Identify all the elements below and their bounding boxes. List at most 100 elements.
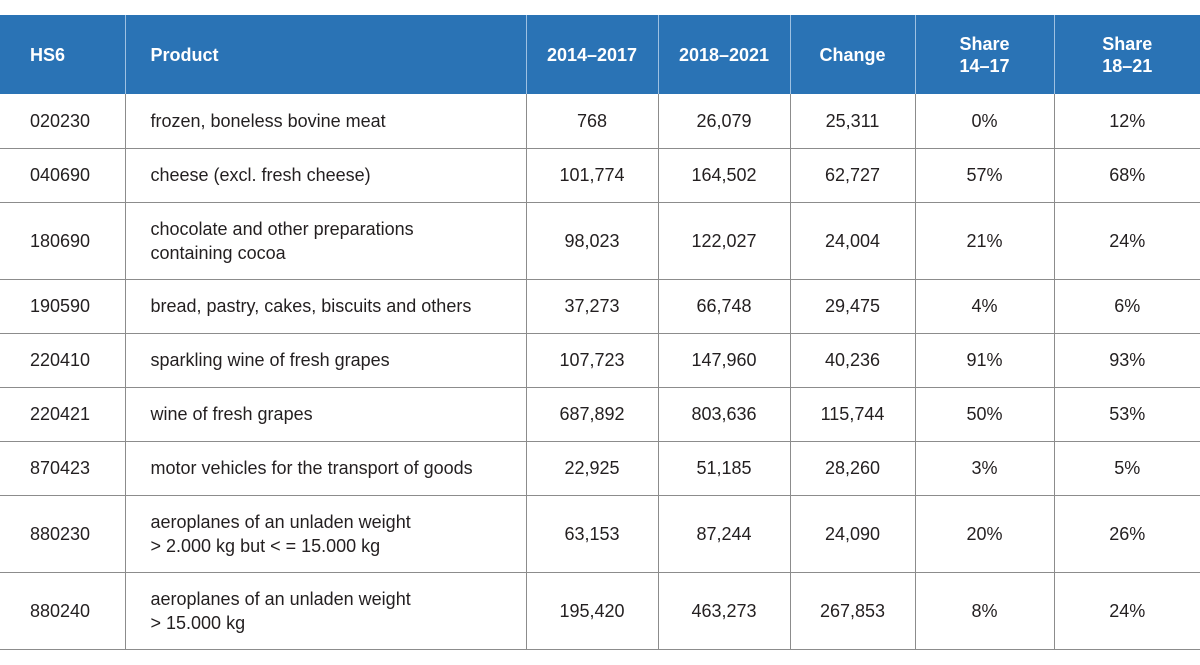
cell-product: chocolate and other preparations containi…: [124, 202, 526, 280]
cell-period-2018-2021: 164,502: [657, 148, 790, 203]
cell-product: frozen, boneless bovine meat: [124, 94, 526, 149]
cell-product: wine of fresh grapes: [124, 387, 526, 442]
trade-table: HS6 Product 2014–2017 2018–2021 Change S…: [0, 15, 1200, 650]
cell-period-2018-2021: 122,027: [657, 202, 790, 280]
header-hs6: HS6: [0, 15, 125, 94]
header-share-18-21-line1: Share: [1102, 33, 1153, 54]
header-share-14-17-line1: Share: [959, 33, 1010, 54]
product-line: motor vehicles for the transport of good…: [150, 458, 473, 478]
cell-share-14-17: 8%: [914, 572, 1054, 650]
table-row: 870423 motor vehicles for the transport …: [0, 441, 1200, 496]
header-period-2014-2017: 2014–2017: [525, 15, 658, 94]
product-line: sparkling wine of fresh grapes: [150, 350, 390, 370]
cell-share-14-17: 0%: [914, 94, 1054, 149]
cell-product: motor vehicles for the transport of good…: [124, 441, 526, 496]
cell-share-18-21: 24%: [1053, 202, 1200, 280]
table-row: 220421 wine of fresh grapes 687,892 803,…: [0, 387, 1200, 442]
header-row: HS6 Product 2014–2017 2018–2021 Change S…: [0, 15, 1200, 94]
product-line: bread, pastry, cakes, biscuits and other…: [150, 296, 472, 316]
product-line: cheese (excl. fresh cheese): [150, 165, 371, 185]
cell-hs6: 220410: [0, 333, 125, 388]
product-line: frozen, boneless bovine meat: [150, 110, 386, 131]
product-line: > 15.000 kg: [150, 612, 246, 633]
cell-share-14-17: 50%: [914, 387, 1054, 442]
table-row: 180690 chocolate and other preparations c…: [0, 202, 1200, 280]
cell-change: 115,744: [789, 387, 915, 442]
header-share-18-21: Share 18–21: [1053, 15, 1200, 94]
cell-product: cheese (excl. fresh cheese): [124, 148, 526, 203]
cell-share-14-17: 3%: [914, 441, 1054, 496]
cell-period-2014-2017: 63,153: [525, 495, 658, 573]
cell-period-2018-2021: 66,748: [657, 279, 790, 334]
product-line: containing cocoa: [150, 242, 286, 263]
cell-product: aeroplanes of an unladen weight > 15.000 …: [124, 572, 526, 650]
cell-share-14-17: 57%: [914, 148, 1054, 203]
cell-period-2014-2017: 98,023: [525, 202, 658, 280]
cell-period-2018-2021: 87,244: [657, 495, 790, 573]
product-line: aeroplanes of an unladen weight: [150, 588, 411, 609]
product-line: > 2.000 kg but < = 15.000 kg: [150, 535, 381, 556]
cell-period-2018-2021: 51,185: [657, 441, 790, 496]
table-row: 020230 frozen, boneless bovine meat 768 …: [0, 94, 1200, 149]
cell-change: 40,236: [789, 333, 915, 388]
cell-hs6: 040690: [0, 148, 125, 203]
cell-share-18-21: 12%: [1053, 94, 1200, 149]
header-change: Change: [789, 15, 915, 94]
cell-share-14-17: 21%: [914, 202, 1054, 280]
cell-period-2018-2021: 147,960: [657, 333, 790, 388]
cell-period-2014-2017: 687,892: [525, 387, 658, 442]
cell-share-18-21: 93%: [1053, 333, 1200, 388]
cell-product: aeroplanes of an unladen weight > 2.000 k…: [124, 495, 526, 573]
product-line: chocolate and other preparations: [150, 218, 414, 239]
cell-share-18-21: 26%: [1053, 495, 1200, 573]
cell-period-2014-2017: 195,420: [525, 572, 658, 650]
cell-period-2018-2021: 803,636: [657, 387, 790, 442]
table-row: 190590 bread, pastry, cakes, biscuits an…: [0, 279, 1200, 334]
trade-table-container: HS6 Product 2014–2017 2018–2021 Change S…: [0, 15, 1200, 650]
cell-change: 29,475: [789, 279, 915, 334]
header-share-18-21-line2: 18–21: [1102, 55, 1153, 76]
cell-share-18-21: 53%: [1053, 387, 1200, 442]
header-share-14-17-line2: 14–17: [959, 55, 1010, 76]
cell-hs6: 020230: [0, 94, 125, 149]
product-line: wine of fresh grapes: [150, 404, 313, 424]
cell-hs6: 880230: [0, 495, 125, 573]
cell-share-18-21: 5%: [1053, 441, 1200, 496]
cell-hs6: 870423: [0, 441, 125, 496]
cell-share-18-21: 6%: [1053, 279, 1200, 334]
cell-hs6: 220421: [0, 387, 125, 442]
cell-period-2014-2017: 22,925: [525, 441, 658, 496]
table-row: 040690 cheese (excl. fresh cheese) 101,7…: [0, 148, 1200, 203]
cell-change: 267,853: [789, 572, 915, 650]
table-row: 220410 sparkling wine of fresh grapes 10…: [0, 333, 1200, 388]
cell-hs6: 180690: [0, 202, 125, 280]
cell-period-2014-2017: 107,723: [525, 333, 658, 388]
cell-change: 28,260: [789, 441, 915, 496]
cell-share-14-17: 4%: [914, 279, 1054, 334]
table-row: 880240 aeroplanes of an unladen weight > …: [0, 572, 1200, 650]
cell-change: 25,311: [789, 94, 915, 149]
cell-period-2018-2021: 463,273: [657, 572, 790, 650]
table-body: 020230 frozen, boneless bovine meat 768 …: [0, 94, 1200, 650]
cell-period-2014-2017: 101,774: [525, 148, 658, 203]
cell-change: 24,090: [789, 495, 915, 573]
header-period-2018-2021: 2018–2021: [657, 15, 790, 94]
cell-hs6: 190590: [0, 279, 125, 334]
header-product: Product: [124, 15, 526, 94]
cell-product: bread, pastry, cakes, biscuits and other…: [124, 279, 526, 334]
cell-hs6: 880240: [0, 572, 125, 650]
cell-change: 62,727: [789, 148, 915, 203]
cell-share-14-17: 91%: [914, 333, 1054, 388]
header-share-14-17: Share 14–17: [914, 15, 1054, 94]
cell-share-14-17: 20%: [914, 495, 1054, 573]
table-row: 880230 aeroplanes of an unladen weight > …: [0, 495, 1200, 573]
table-header: HS6 Product 2014–2017 2018–2021 Change S…: [0, 15, 1200, 94]
cell-share-18-21: 68%: [1053, 148, 1200, 203]
cell-share-18-21: 24%: [1053, 572, 1200, 650]
cell-change: 24,004: [789, 202, 915, 280]
cell-period-2018-2021: 26,079: [657, 94, 790, 149]
product-line: aeroplanes of an unladen weight: [150, 511, 411, 532]
cell-period-2014-2017: 768: [525, 94, 658, 149]
cell-product: sparkling wine of fresh grapes: [124, 333, 526, 388]
cell-period-2014-2017: 37,273: [525, 279, 658, 334]
